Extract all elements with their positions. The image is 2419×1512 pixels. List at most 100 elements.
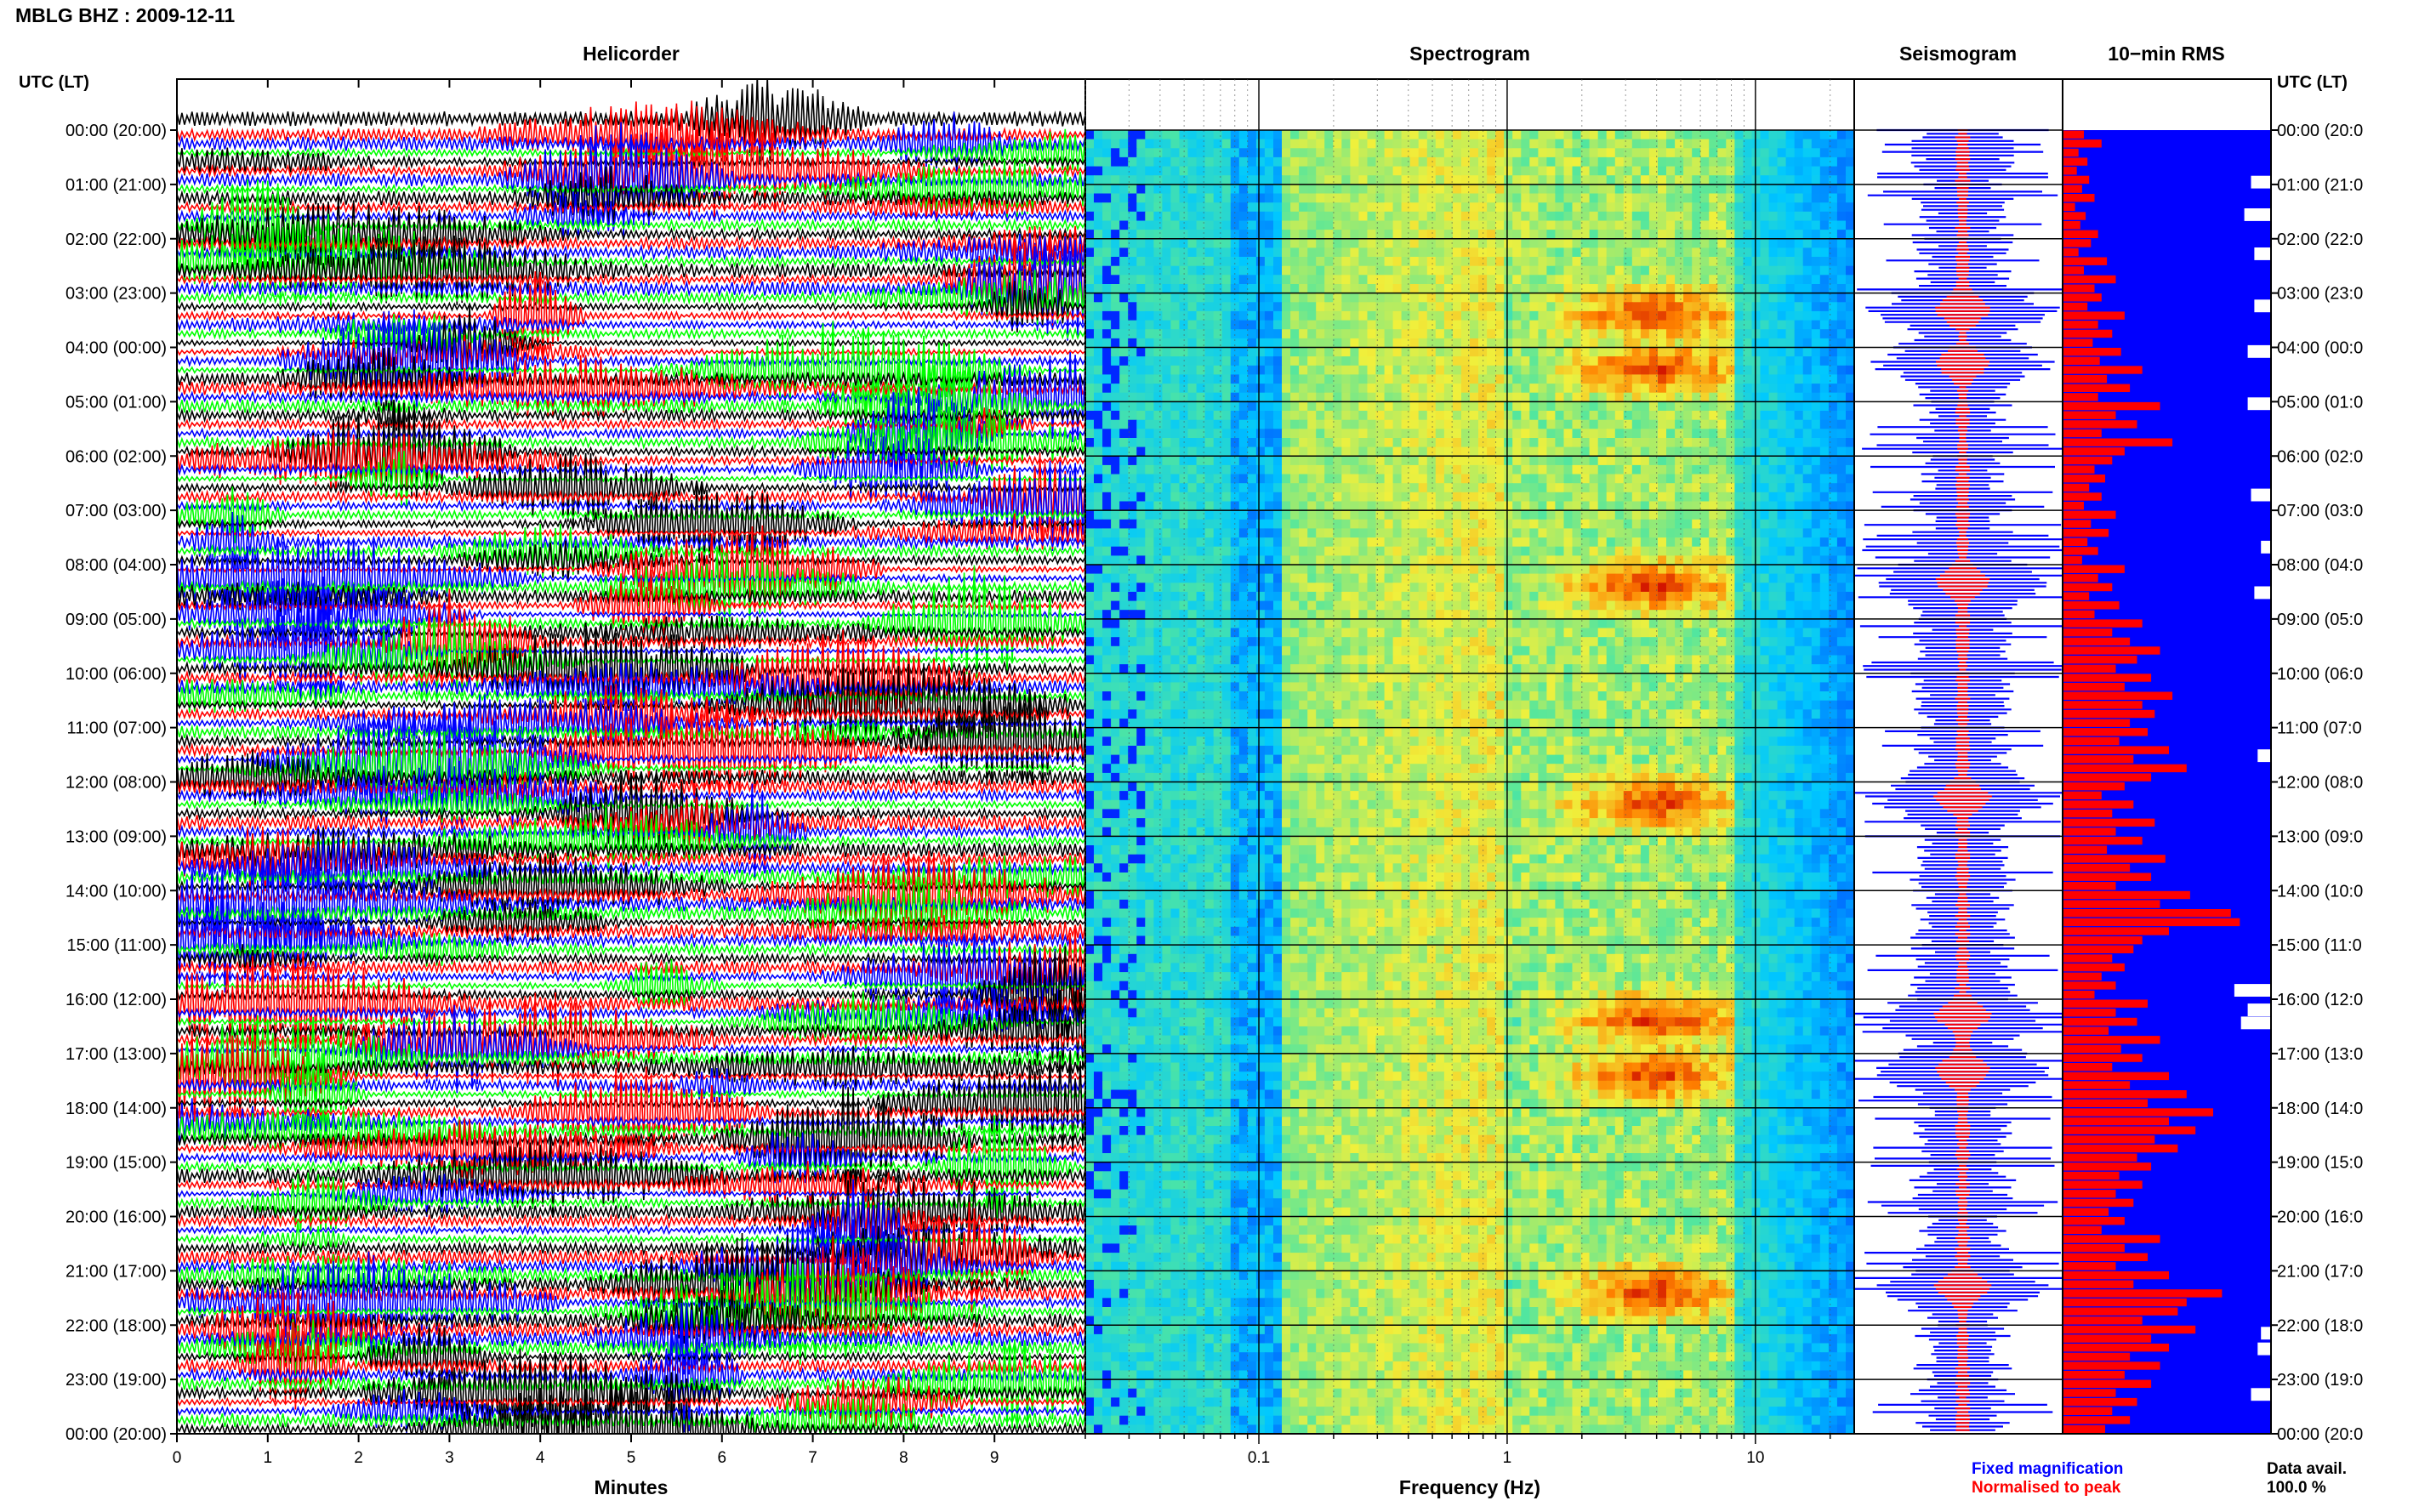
spectrogram-cell (1350, 156, 1359, 168)
spectrogram-cell (1580, 184, 1591, 195)
spectrogram-cell (1230, 265, 1240, 276)
spectrogram-cell (1589, 238, 1599, 248)
spectrogram-cell (1204, 565, 1215, 575)
helicorder-trace (177, 1317, 1085, 1433)
spectrogram-cell (1350, 302, 1359, 312)
spectrogram-cell (1230, 338, 1240, 349)
spectrogram-cell (1846, 411, 1854, 421)
spectrogram-cell (1375, 320, 1386, 330)
spectrogram-cell (1418, 464, 1428, 475)
spectrogram-cell (1734, 347, 1744, 357)
spectrogram-cell (1768, 419, 1779, 429)
spectrogram-cell (1316, 293, 1325, 303)
spectrogram-cell (1443, 148, 1454, 158)
spectrogram-cell (1640, 302, 1650, 312)
spectrogram-cell (1409, 302, 1420, 312)
spectrogram-cell (1614, 528, 1625, 538)
spectrogram-cell (1487, 175, 1496, 185)
spectrogram-cell (1648, 492, 1659, 502)
spectrogram-cell (1836, 474, 1847, 484)
spectrogram-cell (1094, 464, 1103, 475)
spectrogram-cell (1341, 438, 1351, 448)
spectrogram-cell (1692, 492, 1701, 502)
spectrogram-cell (1572, 184, 1582, 195)
spectrogram-cell (1153, 238, 1163, 248)
spectrogram-cell (1529, 139, 1539, 149)
spectrogram-cell (1145, 238, 1154, 248)
spectrogram-cell (1367, 565, 1377, 575)
spectrogram-cell (1658, 537, 1667, 548)
spectrogram-cell (1726, 438, 1735, 448)
spectrogram-cell (1487, 555, 1496, 566)
spectrogram-cell (1777, 257, 1787, 267)
spectrogram-cell (1768, 320, 1779, 330)
helicorder-trace (177, 850, 1085, 958)
spectrogram-cell (1170, 492, 1180, 502)
spectrogram-cell (1538, 265, 1547, 276)
spectrogram-cell (1828, 583, 1838, 593)
spectrogram-cell (1111, 492, 1120, 502)
spectrogram-cell (1751, 202, 1762, 213)
spectrogram-cell (1555, 510, 1564, 520)
spectrogram-cell (1255, 501, 1266, 511)
spectrogram-cell (1487, 411, 1496, 421)
spectrogram-cell (1213, 573, 1223, 583)
spectrogram-cell (1606, 600, 1616, 611)
spectrogram-cell (1162, 356, 1171, 367)
spectrogram-cell (1392, 401, 1403, 412)
spectrogram-cell (1683, 501, 1693, 511)
spectrogram-cell (1666, 456, 1676, 466)
spectrogram-cell (1495, 438, 1505, 448)
spectrogram-cell (1213, 139, 1223, 149)
spectrogram-cell (1846, 591, 1854, 602)
spectrogram-cell (1230, 175, 1240, 185)
spectrogram-cell (1811, 356, 1821, 367)
spectrogram-cell (1204, 528, 1215, 538)
spectrogram-cell (1264, 519, 1274, 529)
spectrogram-cell (1358, 464, 1368, 475)
spectrogram-cell (1102, 429, 1112, 439)
spectrogram-cell (1487, 365, 1496, 375)
spectrogram-cell (1145, 365, 1154, 375)
spectrogram-cell (1333, 419, 1342, 429)
spectrogram-cell (1846, 565, 1854, 575)
helicorder-trace (177, 305, 1085, 380)
spectrogram-cell (1512, 401, 1522, 412)
spectrogram-cell (1726, 193, 1735, 203)
spectrogram-cell (1247, 130, 1257, 140)
spectrogram-cell (1341, 284, 1351, 294)
spectrogram-cell (1401, 211, 1411, 221)
spectrogram-cell (1443, 338, 1454, 349)
spectrogram-cell (1119, 338, 1129, 349)
spectrogram-cell (1606, 591, 1616, 602)
spectrogram-cell (1692, 202, 1701, 213)
spectrogram-cell (1546, 230, 1556, 240)
spectrogram-cell (1709, 591, 1718, 602)
spectrogram-cell (1666, 392, 1676, 402)
spectrogram-cell (1282, 175, 1291, 185)
spectrogram-cell (1418, 257, 1428, 267)
spectrogram-cell (1768, 374, 1779, 384)
spectrogram-cell (1819, 320, 1830, 330)
spectrogram-cell (1307, 555, 1317, 566)
spectrogram-cell (1675, 329, 1684, 339)
spectrogram-cell (1153, 166, 1163, 176)
spectrogram-cell (1760, 546, 1770, 556)
spectrogram-cell (1504, 392, 1513, 402)
spectrogram-cell (1760, 284, 1770, 294)
spectrogram-cell (1290, 139, 1300, 149)
spectrogram-cell (1580, 429, 1591, 439)
spectrogram-cell (1743, 310, 1752, 321)
spectrogram-cell (1640, 501, 1650, 511)
spectrogram-cell (1384, 384, 1394, 394)
spectrogram-cell (1597, 555, 1608, 566)
spectrogram-cell (1128, 139, 1137, 149)
spectrogram-cell (1273, 238, 1283, 248)
spectrogram-cell (1760, 600, 1770, 611)
spectrogram-cell (1350, 555, 1359, 566)
spectrogram-cell (1375, 211, 1386, 221)
spectrogram-cell (1692, 347, 1701, 357)
spectrogram-cell (1470, 519, 1479, 529)
spectrogram-cell (1307, 583, 1317, 593)
spectrogram-cell (1375, 166, 1386, 176)
